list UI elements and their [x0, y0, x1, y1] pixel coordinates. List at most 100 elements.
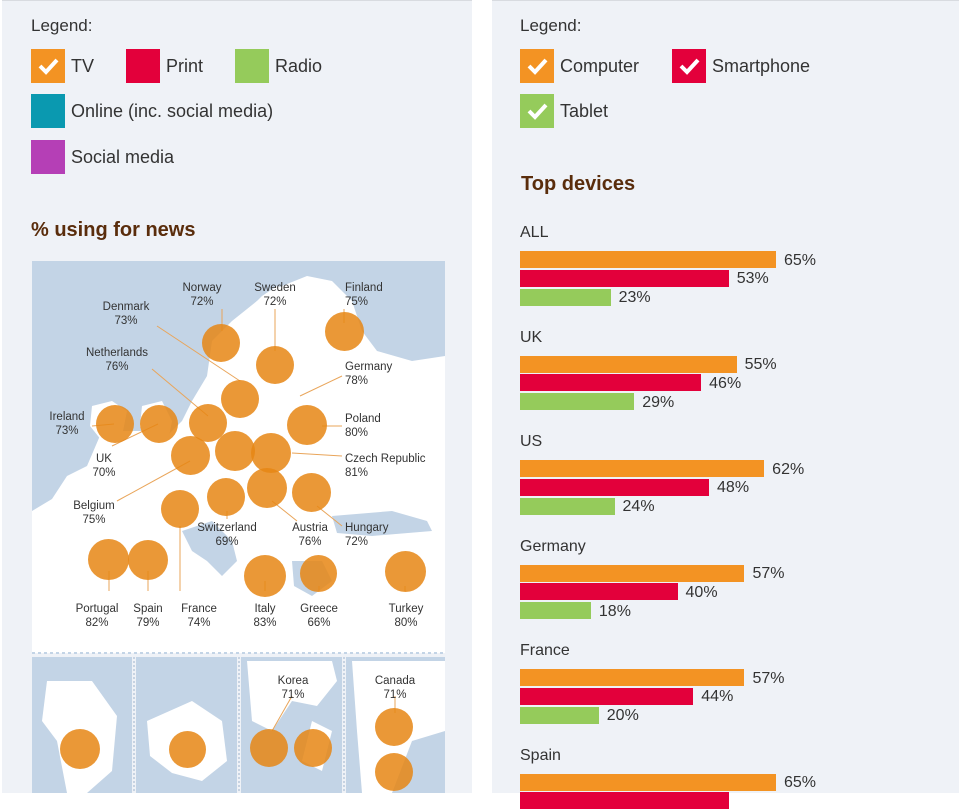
map-label: Greece 66% [300, 603, 338, 629]
map-bubble[interactable] [215, 431, 255, 471]
bar-value-label: 62% [772, 460, 805, 478]
group-label: UK [520, 328, 543, 346]
bar-smartphone[interactable] [520, 792, 729, 809]
check-icon [38, 58, 59, 75]
right-panel: Legend: Computer Smartphone Tablet Top d… [492, 0, 959, 809]
map-bubble[interactable] [375, 753, 413, 791]
bar-computer[interactable] [520, 355, 737, 373]
map-label: Turkey 80% [388, 603, 424, 629]
bar-tablet[interactable] [520, 497, 615, 515]
map-bubble[interactable] [247, 468, 287, 508]
bar-smartphone[interactable] [520, 269, 729, 287]
bar-value-label: 20% [606, 707, 639, 725]
map-bubble[interactable] [202, 324, 240, 362]
bar-value-label: 48% [717, 479, 750, 497]
bar-computer[interactable] [520, 773, 776, 791]
map-label: Finland 75% [345, 282, 383, 308]
map-bubble[interactable] [140, 405, 178, 443]
group-label: Germany [520, 537, 586, 555]
bar-smartphone[interactable] [520, 478, 710, 496]
group-label: France [520, 642, 570, 659]
radio-swatch [235, 49, 269, 83]
map-bubble[interactable] [96, 405, 134, 443]
map-bubble[interactable] [292, 473, 331, 512]
bar-tablet[interactable] [520, 288, 611, 306]
map-label: Belgium 75% [73, 500, 115, 526]
section-title: % using for news [31, 219, 196, 241]
map-bubble[interactable] [169, 731, 206, 768]
map-bubble[interactable] [294, 729, 332, 767]
map-label: Canada 71% [374, 675, 416, 701]
bar-smartphone[interactable] [520, 374, 702, 392]
map-label: Hungary 72% [345, 522, 389, 548]
bar-value-label: 57% [752, 669, 785, 687]
legend-item-print[interactable]: Print [126, 49, 203, 83]
map-bubble[interactable] [128, 540, 168, 580]
map-bubble[interactable] [207, 478, 245, 516]
bar-computer[interactable] [520, 251, 776, 268]
computer-swatch [520, 49, 554, 83]
legend-item-tv[interactable]: TV [31, 49, 94, 83]
bar-value-label: 65% [784, 251, 817, 269]
group-label: Spain [520, 746, 561, 764]
news-map: Norway 72% Sweden 72% Finland 75% Denmark 73… [32, 261, 445, 793]
map-label: Ireland 73% [49, 411, 85, 437]
online-swatch [31, 94, 65, 128]
bar-tablet[interactable] [520, 393, 635, 411]
smartphone-swatch [672, 49, 706, 83]
map-bubble[interactable] [88, 539, 129, 580]
bar-computer[interactable] [520, 669, 745, 686]
map-label: Korea 71% [277, 675, 309, 701]
map-label: Spain 79% [133, 603, 163, 629]
map-label: Portugal 82% [75, 603, 119, 629]
bar-value-label: 53% [736, 270, 769, 288]
legend-title: Legend: [520, 16, 582, 35]
legend-item-online[interactable]: Online (inc. social media) [31, 94, 273, 128]
map-label: Denmark 73% [102, 301, 150, 327]
bar-value-label: 57% [752, 565, 785, 582]
bar-value-label: 40% [685, 583, 718, 601]
check-icon [679, 58, 700, 75]
bar-computer[interactable] [520, 460, 765, 477]
map-label: Norway 72% [182, 282, 222, 308]
map-bubble[interactable] [385, 551, 426, 592]
map-bubble[interactable] [250, 729, 288, 767]
bar-value-label: 23% [618, 289, 651, 307]
map-bubble[interactable] [161, 490, 199, 528]
map-label: Sweden 72% [254, 282, 296, 308]
map-bubble[interactable] [325, 312, 364, 351]
map-bubble[interactable] [60, 729, 100, 769]
legend-item-radio[interactable]: Radio [235, 49, 322, 83]
left-panel: Legend: TV Print Radio Online (inc. soci… [2, 0, 472, 793]
legend-label-print: Print [166, 55, 204, 76]
map-bubble[interactable] [300, 555, 337, 592]
legend-item-social-media[interactable]: Social media [31, 140, 174, 174]
map-bubble[interactable] [221, 380, 259, 418]
map-bubble[interactable] [256, 346, 294, 384]
map-bubble[interactable] [244, 555, 286, 597]
bar-computer[interactable] [520, 564, 745, 582]
bar-smartphone[interactable] [520, 687, 694, 705]
social-media-swatch [31, 140, 65, 174]
map-bubble[interactable] [171, 436, 210, 475]
bar-tablet[interactable] [520, 706, 599, 724]
legend-item-tablet[interactable]: Tablet [520, 94, 608, 128]
print-swatch [126, 49, 160, 83]
map-label: France 74% [181, 603, 217, 629]
map-bubble[interactable] [375, 708, 413, 746]
check-icon [527, 103, 548, 120]
map-label: UK 70% [92, 453, 116, 479]
bar-smartphone[interactable] [520, 583, 678, 601]
tablet-swatch [520, 94, 554, 128]
map-label: Czech Republic 81% [345, 453, 426, 479]
map-bubble[interactable] [287, 405, 327, 445]
map-label: Italy 83% [253, 603, 277, 629]
legend-title: Legend: [31, 16, 93, 35]
map-label: Poland 80% [345, 413, 381, 439]
bar-value-label: 18% [598, 602, 631, 620]
legend-item-smartphone[interactable]: Smartphone [672, 49, 810, 83]
legend-label-computer: Computer [560, 55, 640, 76]
legend-item-computer[interactable]: Computer [520, 49, 639, 83]
bar-tablet[interactable] [520, 602, 591, 620]
map-bubble[interactable] [251, 433, 291, 473]
